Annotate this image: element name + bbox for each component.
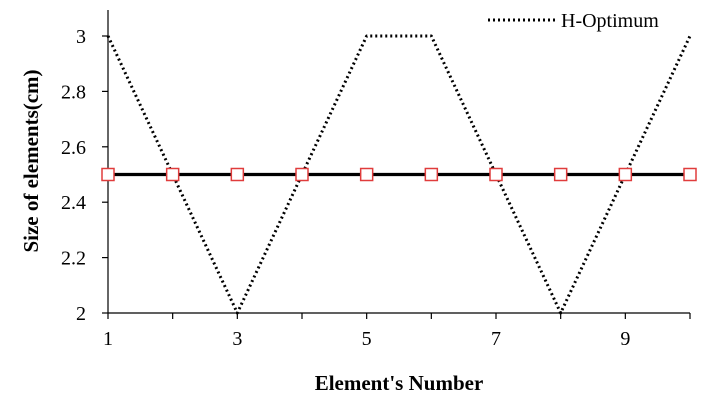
data-point-marker (618, 167, 633, 182)
data-point-marker (230, 167, 245, 182)
y-ticks: 2 2.2 2.4 2.6 2.8 3 (61, 26, 108, 325)
data-point-marker (424, 167, 439, 182)
y-tick-label: 2.4 (61, 192, 86, 214)
axes (107, 10, 690, 314)
x-axis-title: Element's Number (315, 371, 484, 395)
x-tick-label: 9 (620, 328, 630, 350)
data-point-marker (683, 167, 697, 182)
data-point-marker (295, 167, 309, 182)
y-tick-label: 2.6 (61, 137, 86, 159)
data-point-marker (553, 167, 568, 182)
x-tick-label: 5 (362, 328, 372, 350)
data-point-marker (165, 167, 180, 182)
marker-layer (101, 167, 697, 182)
y-axis-title: Size of elements(cm) (19, 69, 43, 252)
x-ticks: 1 3 5 7 9 (103, 313, 691, 350)
y-tick-label: 2.2 (61, 248, 86, 270)
data-point-marker (359, 167, 374, 182)
legend: H-Optimum (488, 10, 659, 32)
y-tick-label: 2.8 (61, 81, 86, 103)
series-layer (106, 34, 692, 315)
x-tick-label: 7 (491, 328, 501, 350)
y-tick-label: 3 (76, 26, 86, 48)
x-tick-label: 1 (103, 328, 113, 350)
legend-label-h-optimum: H-Optimum (561, 10, 659, 32)
y-tick-label: 2 (76, 303, 86, 325)
data-point-marker (101, 167, 115, 182)
x-tick-label: 3 (232, 328, 242, 350)
data-point-marker (489, 167, 503, 182)
